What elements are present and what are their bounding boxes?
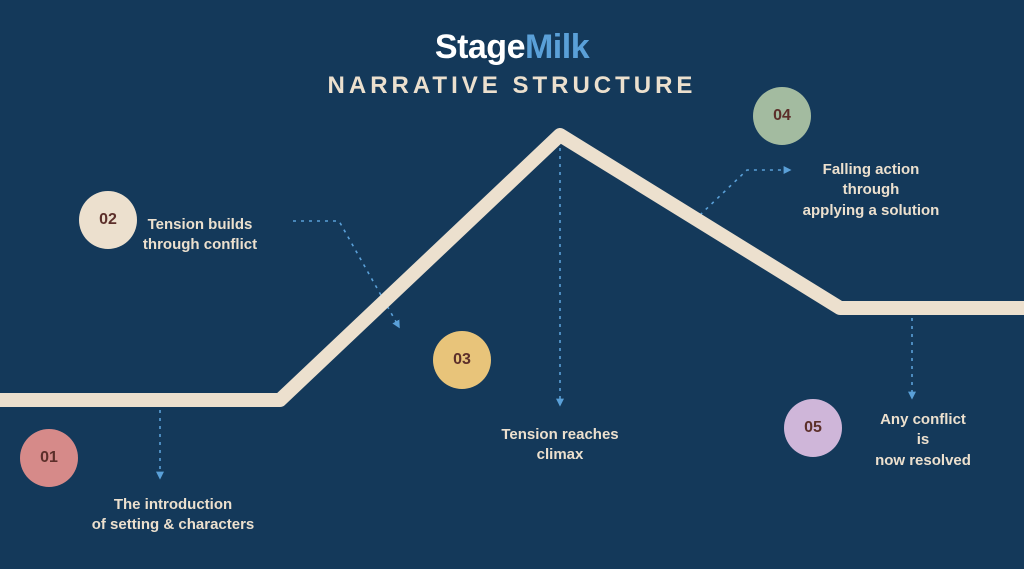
logo-part2: Milk: [525, 28, 589, 66]
step-label-1: The introduction of setting & characters: [92, 495, 255, 536]
step-label-3: Tension reaches climax: [501, 425, 618, 466]
logo-part1: Stage: [435, 28, 525, 66]
step-number: 02: [99, 211, 117, 229]
step-circle-05: 05: [784, 399, 842, 457]
step-circle-01: 01: [20, 429, 78, 487]
step-label-5: Any conflict is now resolved: [873, 410, 974, 471]
logo: StageMilk: [435, 28, 589, 67]
step-number: 01: [40, 449, 58, 467]
step-circle-04: 04: [753, 87, 811, 145]
step-label-4: Falling action through applying a soluti…: [795, 160, 948, 221]
step-number: 03: [453, 351, 471, 369]
step-circle-03: 03: [433, 331, 491, 389]
step-number: 05: [804, 419, 822, 437]
page-title: NARRATIVE STRUCTURE: [328, 72, 697, 100]
step-circle-02: 02: [79, 191, 137, 249]
diagram-canvas: StageMilk NARRATIVE STRUCTURE 01 02 03 04 05…: [0, 0, 1024, 569]
step-number: 04: [773, 107, 791, 125]
step-label-2: Tension builds through conflict: [143, 215, 257, 256]
